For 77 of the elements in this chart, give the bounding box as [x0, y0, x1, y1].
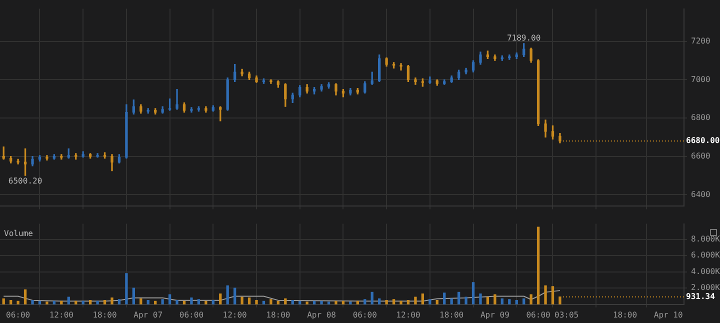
bar	[96, 300, 99, 304]
x-tick-label: 03:05	[554, 310, 579, 320]
x-tick-label: 18:00	[612, 310, 638, 320]
bar	[226, 285, 229, 304]
bar	[204, 300, 208, 304]
x-tick-label: 12:00	[222, 310, 248, 320]
x-tick-label: Apr 09	[480, 310, 510, 320]
bar	[110, 298, 114, 304]
bar	[176, 300, 178, 304]
candlestick	[400, 63, 402, 70]
x-tick-label: 06:00	[526, 310, 551, 320]
y-tick-label: 6600	[691, 151, 710, 160]
bar	[349, 302, 352, 304]
bar	[197, 299, 200, 304]
bar	[46, 302, 48, 304]
bar	[306, 302, 308, 304]
bar	[464, 296, 468, 304]
bar	[334, 300, 338, 304]
bar	[125, 273, 128, 304]
bar	[240, 296, 244, 304]
ref-line-label: 931.34	[686, 292, 716, 301]
annotation: 7189.00	[506, 34, 541, 43]
x-tick-label: 12:00	[49, 310, 74, 320]
ref-line-label: 6680.00	[686, 136, 720, 146]
bar	[421, 293, 424, 304]
y-tick-label: 4.000K	[691, 266, 720, 276]
bar	[508, 299, 511, 304]
x-tick-label: 06:00	[352, 310, 378, 320]
x-tick-label: 18:00	[440, 310, 464, 320]
bar	[457, 292, 460, 304]
bar	[544, 285, 547, 304]
y-tick-label: 6.000K	[691, 250, 720, 260]
bar	[161, 299, 164, 304]
bar	[536, 226, 540, 304]
bar	[24, 289, 27, 304]
x-tick-label: 06:00	[6, 310, 30, 320]
y-tick-label: 7200	[691, 36, 710, 46]
bar	[190, 298, 193, 304]
bar	[31, 300, 34, 304]
x-tick-label: Apr 08	[307, 310, 336, 320]
bar	[255, 300, 258, 304]
y-tick-label: 2.000K	[691, 283, 720, 292]
bar	[270, 299, 272, 304]
x-tick-label: Apr 10	[654, 310, 683, 320]
x-tick-label: 12:00	[396, 310, 420, 320]
bar	[320, 300, 323, 304]
y-tick-label: 7000	[691, 74, 710, 84]
bar	[370, 292, 374, 304]
candlestick	[176, 88, 178, 110]
bar	[392, 299, 396, 304]
y-tick-label: 6800	[691, 113, 710, 122]
y-tick-label: 6400	[691, 190, 710, 199]
y-tick-label: 8.000K	[691, 234, 720, 244]
bar	[494, 294, 496, 304]
bar	[486, 296, 490, 304]
bar	[364, 299, 366, 304]
bar	[530, 294, 532, 304]
bar	[443, 292, 446, 304]
bar	[16, 300, 20, 304]
bar	[118, 299, 121, 304]
bar	[472, 282, 475, 304]
x-tick-label: 18:00	[92, 310, 117, 320]
bar	[67, 296, 70, 304]
bar	[479, 293, 482, 304]
bar	[400, 300, 402, 304]
annotation: Volume	[4, 228, 34, 238]
bar	[414, 296, 417, 304]
bar	[233, 288, 236, 304]
x-tick-label: 18:00	[266, 310, 290, 320]
bar	[551, 286, 554, 304]
x-tick-label: 06:00	[179, 310, 204, 320]
bar	[132, 288, 135, 304]
bar	[219, 293, 222, 304]
x-tick-label: Apr 07	[134, 310, 163, 320]
bar	[385, 300, 388, 304]
annotation: 6500.20	[8, 176, 42, 186]
bar	[428, 299, 432, 304]
